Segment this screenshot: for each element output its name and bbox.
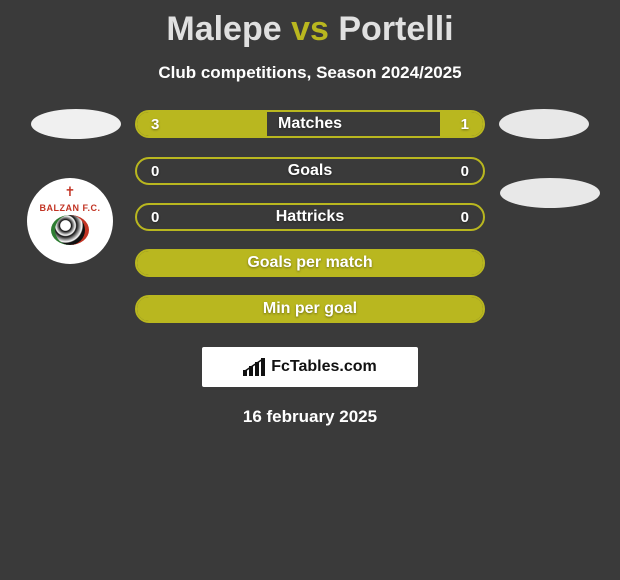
football-icon	[51, 215, 89, 245]
stat-row-matches: 3 Matches 1	[0, 109, 620, 139]
bar-right-fill	[310, 251, 483, 275]
stat-label: Goals	[137, 162, 483, 180]
stat-label: Hattricks	[137, 208, 483, 226]
stat-value-left: 0	[151, 209, 159, 226]
branding-banner[interactable]: FcTables.com	[202, 347, 418, 387]
comparison-title: Malepe vs Portelli	[0, 0, 620, 49]
player1-avatar	[31, 109, 121, 139]
stat-bar: 0 Goals 0	[135, 157, 485, 185]
stat-bar: Goals per match	[135, 249, 485, 277]
stat-value-right: 0	[461, 209, 469, 226]
player2-name: Portelli	[338, 10, 453, 48]
vs-word: vs	[291, 10, 329, 48]
branding-text: FcTables.com	[271, 358, 377, 376]
bar-chart-icon	[243, 358, 265, 376]
club-name: BALZAN F.C.	[40, 203, 101, 213]
player2-avatar	[499, 109, 589, 139]
stat-bar: 0 Hattricks 0	[135, 203, 485, 231]
player1-name: Malepe	[166, 10, 281, 48]
subtitle: Club competitions, Season 2024/2025	[0, 63, 620, 83]
bar-left-fill	[137, 297, 310, 321]
club-badge: ✝ BALZAN F.C.	[27, 178, 113, 264]
player2-avatar-secondary	[500, 178, 600, 208]
bar-left-fill	[137, 251, 310, 275]
bar-right-fill	[310, 297, 483, 321]
stat-value-left: 0	[151, 163, 159, 180]
stat-bar: 3 Matches 1	[135, 110, 485, 138]
bar-right-fill	[440, 112, 483, 136]
stat-bar: Min per goal	[135, 295, 485, 323]
bar-left-fill	[137, 112, 267, 136]
stat-value-right: 0	[461, 163, 469, 180]
stat-row-mpg: Min per goal	[0, 295, 620, 323]
cross-icon: ✝	[65, 184, 76, 200]
date-label: 16 february 2025	[0, 407, 620, 427]
